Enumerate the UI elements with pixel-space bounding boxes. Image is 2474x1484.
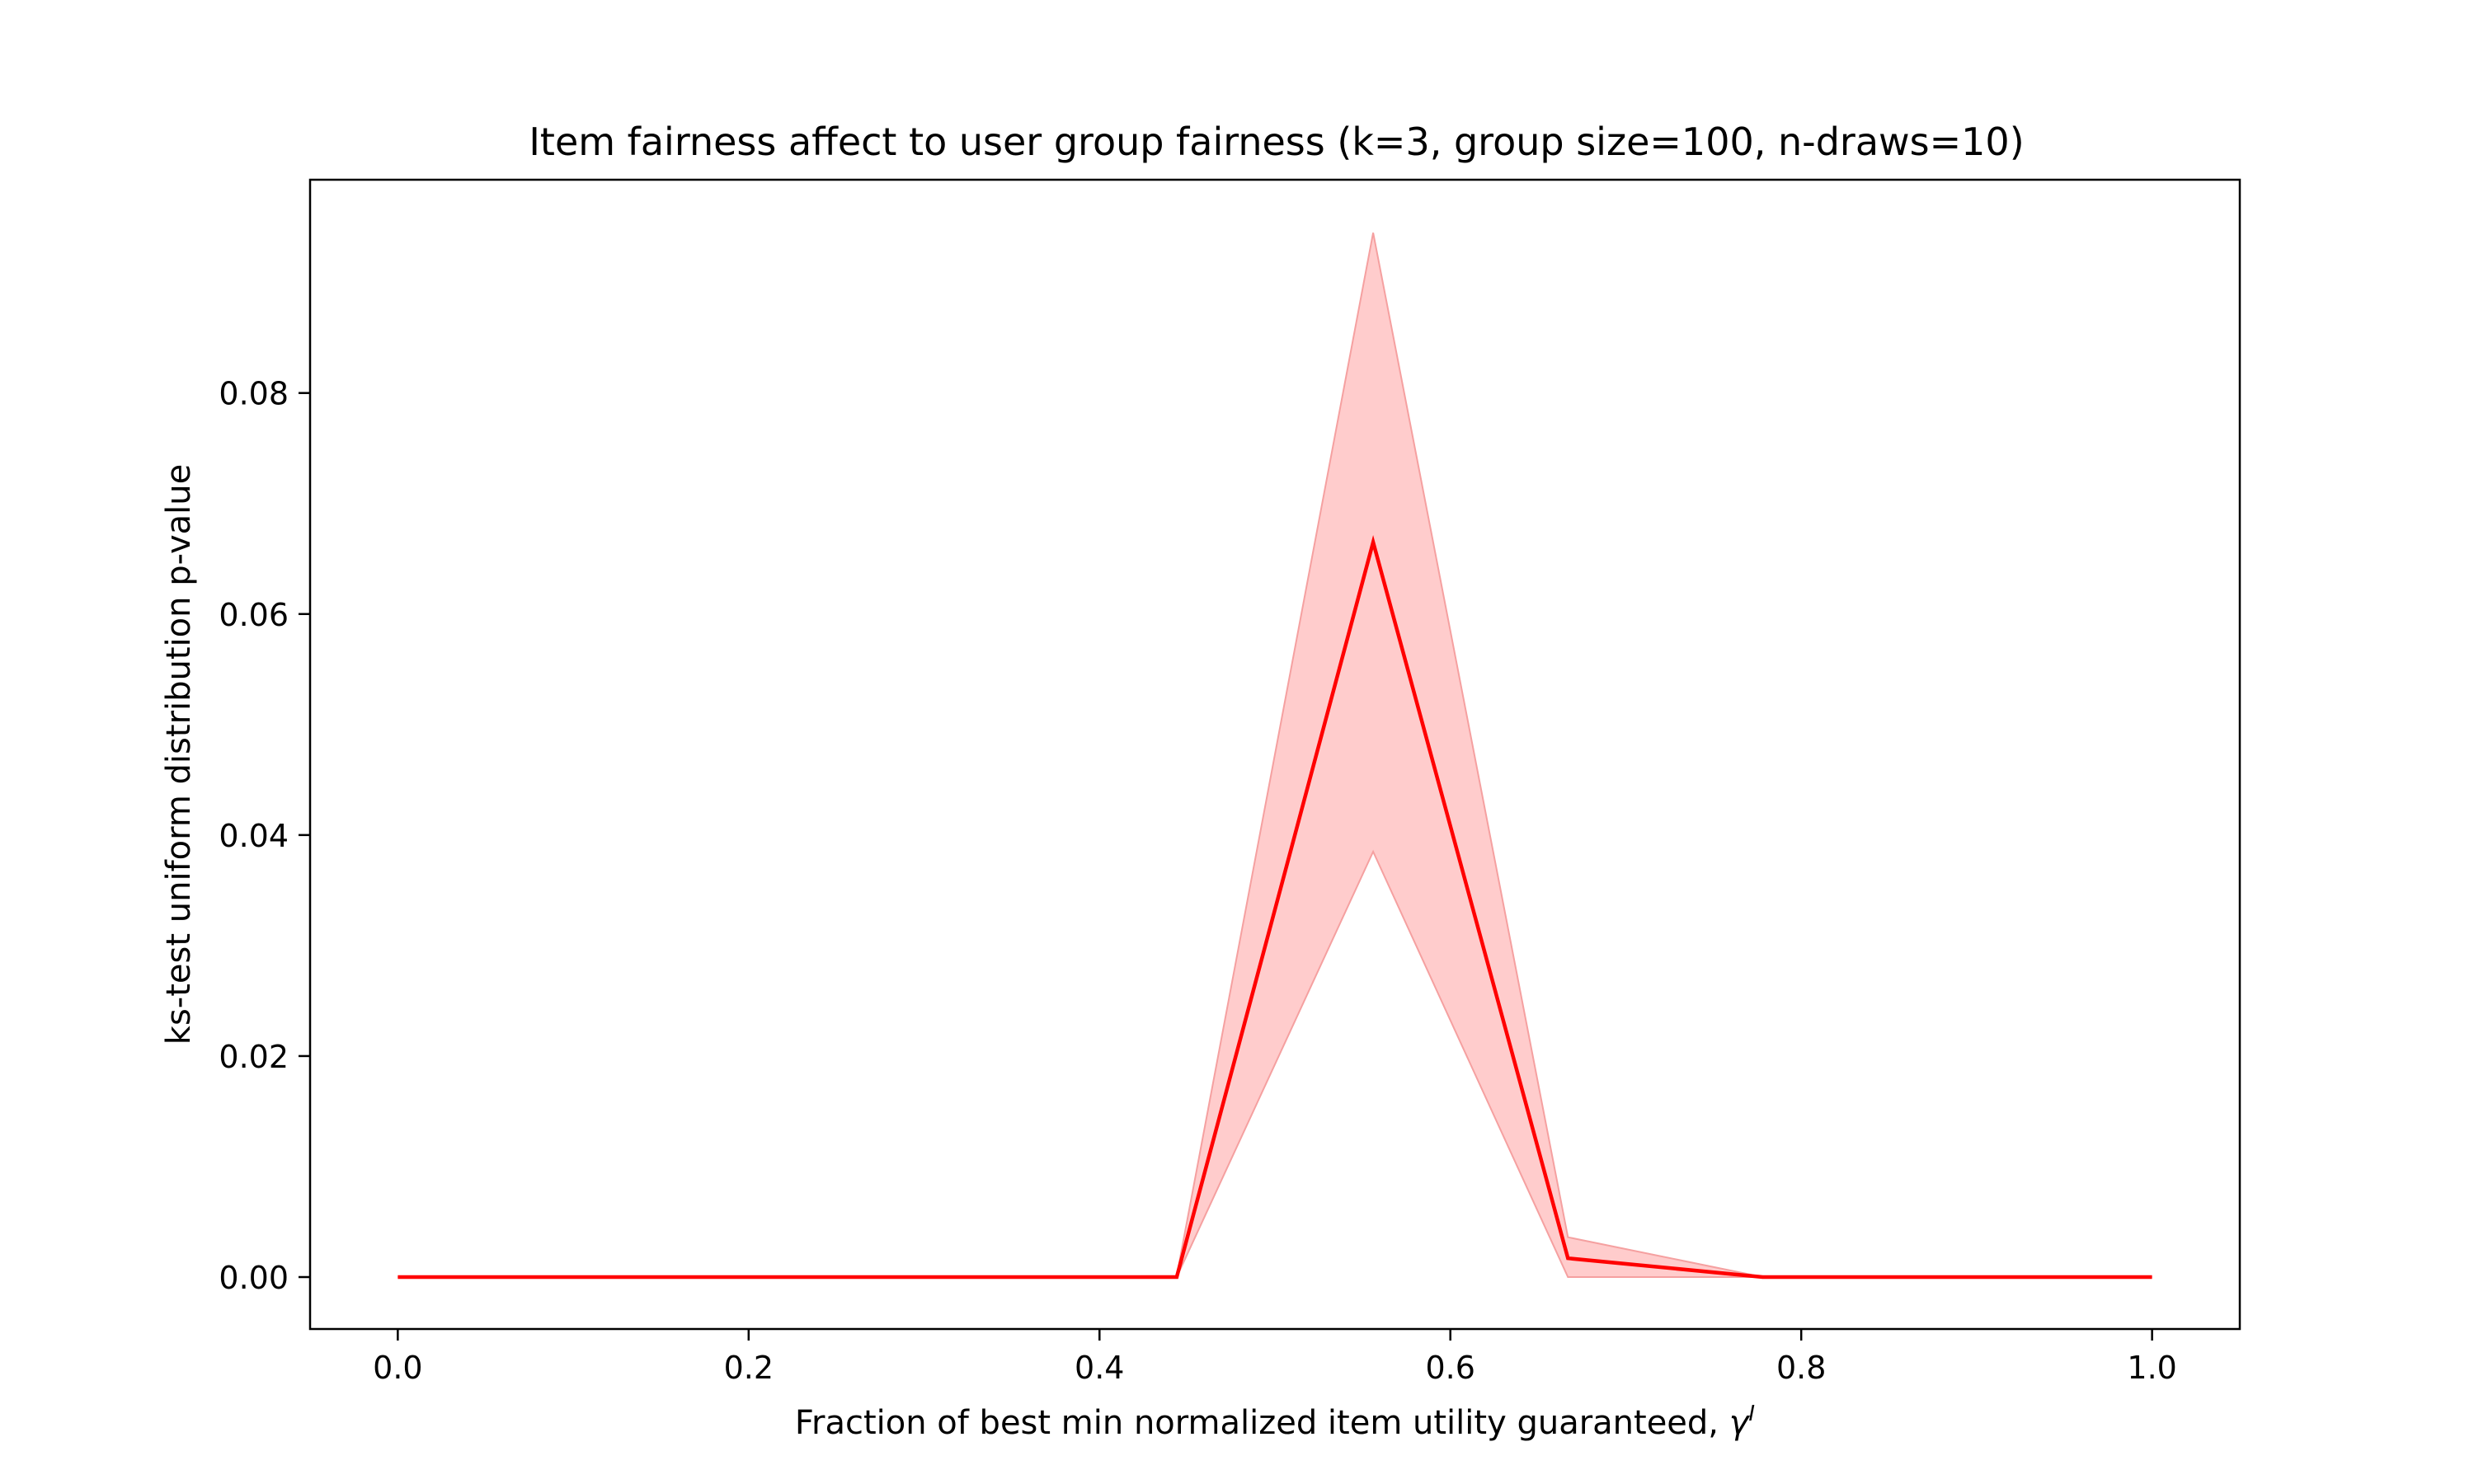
- x-axis: 0.0 0.2 0.4 0.6 0.8 1.0: [373, 1329, 2177, 1386]
- y-tick-label-2: 0.04: [219, 818, 289, 854]
- x-tick-label-0: 0.0: [373, 1350, 422, 1386]
- x-tick-label-3: 0.6: [1426, 1350, 1475, 1386]
- x-tick-label-2: 0.4: [1075, 1350, 1124, 1386]
- y-axis-label: ks-test uniform distribution p-value: [160, 464, 198, 1045]
- x-axis-label-text: Fraction of best min normalized item uti…: [795, 1404, 1719, 1442]
- y-tick-label-0: 0.00: [219, 1260, 289, 1296]
- axes-frame: [308, 178, 2241, 1331]
- series-0-line: [397, 534, 2152, 1280]
- chart-title: Item fairness affect to user group fairn…: [529, 120, 2024, 164]
- x-axis-label: Fraction of best min normalized item uti…: [795, 1402, 1755, 1442]
- x-tick-label-4: 0.8: [1776, 1350, 1826, 1386]
- x-tick-label-1: 0.2: [724, 1350, 774, 1386]
- y-tick-label-1: 0.02: [219, 1039, 289, 1075]
- plot-area: [397, 232, 2152, 1280]
- x-tick-label-5: 1.0: [2127, 1350, 2176, 1386]
- y-tick-label-4: 0.08: [219, 376, 289, 412]
- y-tick-label-3: 0.06: [219, 597, 289, 633]
- y-axis: 0.00 0.02 0.04 0.06 0.08: [219, 376, 310, 1296]
- x-axis-label-symbol: γ: [1729, 1404, 1751, 1442]
- x-axis-label-superscript: I: [1748, 1402, 1755, 1426]
